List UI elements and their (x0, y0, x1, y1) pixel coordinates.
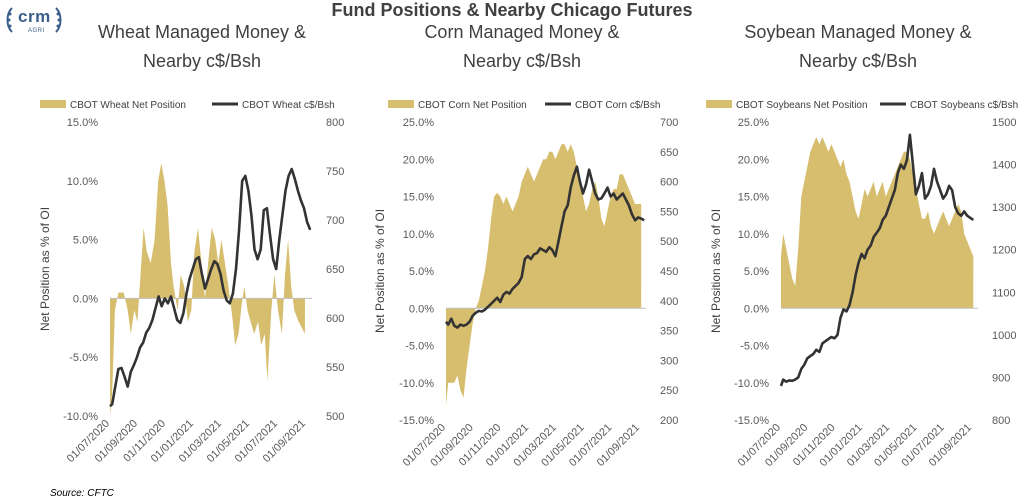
corn-legend-area-swatch (388, 100, 414, 108)
corn-net-position-area (446, 144, 642, 406)
soybean-y-right-tick: 1000 (992, 330, 1016, 342)
soybean-y-left-tick: -5.0% (740, 341, 769, 353)
soybean-y-right-tick: 900 (992, 372, 1010, 384)
corn-y-left-tick: 15.0% (403, 192, 434, 204)
laurel-icon (6, 7, 62, 33)
wheat-legend-area-label: CBOT Wheat Net Position (70, 100, 186, 111)
wheat-y-left-tick: -5.0% (69, 352, 98, 364)
wheat-chart-title: Wheat Managed Money & Nearby c$/Bsh (72, 18, 332, 76)
soybean-y-right-tick: 1300 (992, 202, 1016, 214)
wheat-legend-area-swatch (40, 100, 66, 108)
logo-subtext: AGRI (28, 28, 45, 34)
corn-y-right-tick: 450 (660, 266, 678, 278)
wheat-title-line2: Nearby c$/Bsh (142, 51, 262, 71)
corn-legend-line-label: CBOT Corn c$/Bsh (575, 100, 660, 111)
wheat-y-left-tick: 5.0% (73, 235, 98, 247)
wheat-y-right-tick: 800 (326, 117, 344, 129)
corn-y-right-tick: 650 (660, 147, 678, 159)
corn-y-right-tick: 700 (660, 117, 678, 129)
corn-y-left-tick: 0.0% (409, 303, 434, 315)
soybean-y-axis-title: Net Position as % of OI (709, 209, 723, 333)
corn-chart-title: Corn Managed Money & Nearby c$/Bsh (392, 18, 652, 76)
wheat-y-right-tick: 500 (326, 411, 344, 423)
soybean-legend-area-label: CBOT Soybeans Net Position (736, 100, 868, 111)
wheat-net-position-area (110, 163, 305, 416)
main-title: Fund Positions & Nearby Chicago Futures (331, 0, 693, 20)
wheat-y-left-tick: -10.0% (63, 411, 98, 423)
soybean-y-left-tick: 20.0% (738, 154, 769, 166)
corn-y-right-tick: 550 (660, 206, 678, 218)
corn-y-right-tick: 300 (660, 355, 678, 367)
corn-y-right-tick: 250 (660, 385, 678, 397)
corn-y-axis-title: Net Position as % of OI (373, 209, 387, 333)
wheat-y-right-tick: 750 (326, 166, 344, 178)
soybean-y-left-tick: -15.0% (734, 415, 769, 427)
corn-y-left-tick: 10.0% (403, 229, 434, 241)
soybean-price-line (779, 133, 975, 387)
soybean-y-right-tick: 1400 (992, 160, 1016, 172)
soybean-net-position-area (781, 136, 974, 309)
soybean-y-left-tick: 0.0% (744, 303, 769, 315)
soybean-y-left-tick: -10.0% (734, 378, 769, 390)
wheat-y-right-tick: 550 (326, 362, 344, 374)
corn-y-right-tick: 400 (660, 296, 678, 308)
soybean-y-left-tick: 25.0% (738, 117, 769, 129)
wheat-y-left-tick: 10.0% (67, 176, 98, 188)
wheat-y-axis-title: Net Position as % of OI (38, 207, 52, 331)
soybean-legend-area-swatch (706, 100, 732, 108)
soybean-y-right-tick: 1100 (992, 287, 1016, 299)
soybean-legend-line-label: CBOT Soybeans c$/Bsh (910, 100, 1018, 111)
soybean-chart-title: Soybean Managed Money & Nearby c$/Bsh (728, 18, 988, 76)
corn-y-left-tick: 5.0% (409, 266, 434, 278)
wheat-legend-line-label: CBOT Wheat c$/Bsh (242, 100, 335, 111)
corn-title-line1: Corn Managed Money & (424, 22, 620, 42)
wheat-y-left-tick: 15.0% (67, 117, 98, 129)
corn-title-line2: Nearby c$/Bsh (462, 51, 582, 71)
corn-price-line (444, 165, 645, 329)
wheat-y-right-tick: 700 (326, 215, 344, 227)
soybean-y-right-tick: 800 (992, 415, 1010, 427)
soybean-title-line1: Soybean Managed Money & (744, 22, 972, 42)
corn-y-right-tick: 350 (660, 326, 678, 338)
crm-agri-logo: crm AGRI (2, 2, 66, 44)
logo-text: crm (18, 7, 51, 26)
corn-y-right-tick: 200 (660, 415, 678, 427)
wheat-y-right-tick: 600 (326, 313, 344, 325)
corn-y-right-tick: 500 (660, 236, 678, 248)
wheat-title-line1: Wheat Managed Money & (97, 22, 307, 42)
soybean-y-left-tick: 5.0% (744, 266, 769, 278)
soybean-y-right-tick: 1500 (992, 117, 1016, 129)
soybean-title-line2: Nearby c$/Bsh (798, 51, 918, 71)
corn-y-left-tick: -5.0% (405, 341, 434, 353)
wheat-y-left-tick: 0.0% (73, 293, 98, 305)
soybean-y-left-tick: 10.0% (738, 229, 769, 241)
soybean-y-left-tick: 15.0% (738, 192, 769, 204)
corn-y-left-tick: -15.0% (399, 415, 434, 427)
wheat-y-right-tick: 650 (326, 264, 344, 276)
corn-legend-area-label: CBOT Corn Net Position (418, 100, 527, 111)
soybean-y-right-tick: 1200 (992, 245, 1016, 257)
corn-y-left-tick: 20.0% (403, 154, 434, 166)
corn-y-left-tick: -10.0% (399, 378, 434, 390)
source-note: Source: CFTC (50, 488, 114, 499)
corn-y-left-tick: 25.0% (403, 117, 434, 129)
wheat-price-line (109, 167, 312, 408)
corn-y-right-tick: 600 (660, 177, 678, 189)
